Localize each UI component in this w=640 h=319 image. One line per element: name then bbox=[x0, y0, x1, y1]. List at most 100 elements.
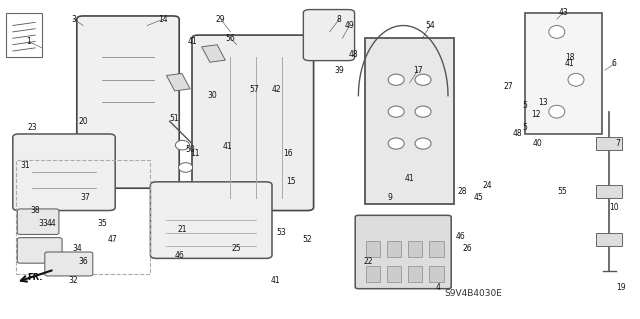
Text: 1: 1 bbox=[26, 37, 31, 46]
Text: 50: 50 bbox=[186, 145, 196, 154]
Text: 37: 37 bbox=[80, 193, 90, 202]
Bar bbox=[387, 266, 401, 282]
Ellipse shape bbox=[415, 138, 431, 149]
Text: 43: 43 bbox=[558, 8, 568, 17]
Bar bbox=[525, 13, 602, 134]
Text: 36: 36 bbox=[78, 257, 88, 266]
Text: 17: 17 bbox=[413, 66, 423, 75]
Text: 25: 25 bbox=[232, 244, 242, 253]
Text: 52: 52 bbox=[302, 235, 312, 244]
Bar bbox=[387, 241, 401, 257]
Text: 54: 54 bbox=[425, 21, 435, 30]
Text: 47: 47 bbox=[107, 235, 117, 244]
Text: FR.: FR. bbox=[28, 273, 43, 282]
Bar bbox=[429, 266, 444, 282]
Ellipse shape bbox=[179, 163, 193, 172]
Text: 3: 3 bbox=[71, 15, 76, 24]
FancyBboxPatch shape bbox=[355, 215, 451, 289]
Text: 22: 22 bbox=[364, 257, 372, 266]
Text: 48: 48 bbox=[348, 50, 358, 59]
Bar bbox=[202, 45, 225, 62]
Text: 46: 46 bbox=[174, 251, 184, 260]
Text: 9: 9 bbox=[388, 193, 393, 202]
Bar bbox=[16, 160, 150, 274]
Text: 13: 13 bbox=[538, 98, 548, 107]
Text: 5: 5 bbox=[522, 123, 527, 132]
Bar bbox=[596, 137, 622, 150]
Bar bbox=[408, 241, 422, 257]
FancyBboxPatch shape bbox=[13, 134, 115, 211]
Text: 57: 57 bbox=[249, 85, 259, 94]
Text: 46: 46 bbox=[456, 232, 466, 241]
Bar bbox=[596, 185, 622, 198]
FancyBboxPatch shape bbox=[17, 238, 62, 263]
Text: 41: 41 bbox=[404, 174, 415, 183]
Text: 39: 39 bbox=[334, 66, 344, 75]
Ellipse shape bbox=[388, 138, 404, 149]
Bar bbox=[166, 73, 190, 91]
Text: 45: 45 bbox=[474, 193, 484, 202]
Text: 8: 8 bbox=[337, 15, 342, 24]
Bar bbox=[429, 241, 444, 257]
Text: 32: 32 bbox=[68, 276, 79, 285]
FancyBboxPatch shape bbox=[303, 10, 355, 61]
Text: 14: 14 bbox=[158, 15, 168, 24]
Text: 20: 20 bbox=[78, 117, 88, 126]
Text: 44: 44 bbox=[46, 219, 56, 228]
Text: 27: 27 bbox=[504, 82, 514, 91]
Text: 42: 42 bbox=[271, 85, 282, 94]
Bar bbox=[596, 233, 622, 246]
Text: 18: 18 bbox=[565, 53, 574, 62]
Text: 30: 30 bbox=[207, 91, 218, 100]
Text: 15: 15 bbox=[286, 177, 296, 186]
Text: 29: 29 bbox=[216, 15, 226, 24]
Text: 24: 24 bbox=[483, 181, 493, 189]
Text: 51: 51 bbox=[169, 114, 179, 122]
Bar bbox=[366, 241, 380, 257]
Bar bbox=[365, 38, 454, 204]
Text: 7: 7 bbox=[615, 139, 620, 148]
Text: 28: 28 bbox=[458, 187, 467, 196]
Text: 38: 38 bbox=[30, 206, 40, 215]
Bar bbox=[366, 266, 380, 282]
Text: 41: 41 bbox=[223, 142, 233, 151]
Text: 21: 21 bbox=[178, 225, 187, 234]
Ellipse shape bbox=[388, 74, 404, 85]
Text: 6: 6 bbox=[612, 59, 617, 68]
FancyBboxPatch shape bbox=[192, 35, 314, 211]
Ellipse shape bbox=[175, 140, 189, 150]
Text: 53: 53 bbox=[276, 228, 287, 237]
Text: 40: 40 bbox=[532, 139, 543, 148]
Ellipse shape bbox=[415, 106, 431, 117]
Ellipse shape bbox=[415, 74, 431, 85]
Text: 26: 26 bbox=[462, 244, 472, 253]
Text: 34: 34 bbox=[72, 244, 82, 253]
Text: 16: 16 bbox=[283, 149, 293, 158]
FancyBboxPatch shape bbox=[45, 252, 93, 276]
Text: 4: 4 bbox=[436, 283, 441, 292]
FancyBboxPatch shape bbox=[77, 16, 179, 188]
Bar bbox=[408, 266, 422, 282]
Bar bbox=[6, 13, 42, 57]
Text: 56: 56 bbox=[225, 34, 236, 43]
Ellipse shape bbox=[548, 26, 564, 38]
Text: 23: 23 bbox=[27, 123, 37, 132]
Ellipse shape bbox=[388, 106, 404, 117]
FancyBboxPatch shape bbox=[150, 182, 272, 258]
Text: 11: 11 bbox=[191, 149, 200, 158]
Text: 5: 5 bbox=[522, 101, 527, 110]
Text: 31: 31 bbox=[20, 161, 31, 170]
Ellipse shape bbox=[568, 73, 584, 86]
Text: 33: 33 bbox=[38, 219, 49, 228]
Text: S9V4B4030E: S9V4B4030E bbox=[445, 289, 502, 298]
Text: 35: 35 bbox=[97, 219, 108, 228]
Text: 48: 48 bbox=[512, 130, 522, 138]
Text: 55: 55 bbox=[557, 187, 567, 196]
Text: 41: 41 bbox=[564, 59, 575, 68]
Text: 19: 19 bbox=[616, 283, 626, 292]
Text: 41: 41 bbox=[270, 276, 280, 285]
Text: 12: 12 bbox=[532, 110, 541, 119]
Text: 41: 41 bbox=[187, 37, 197, 46]
Text: 49: 49 bbox=[344, 21, 355, 30]
Text: 10: 10 bbox=[609, 203, 620, 212]
